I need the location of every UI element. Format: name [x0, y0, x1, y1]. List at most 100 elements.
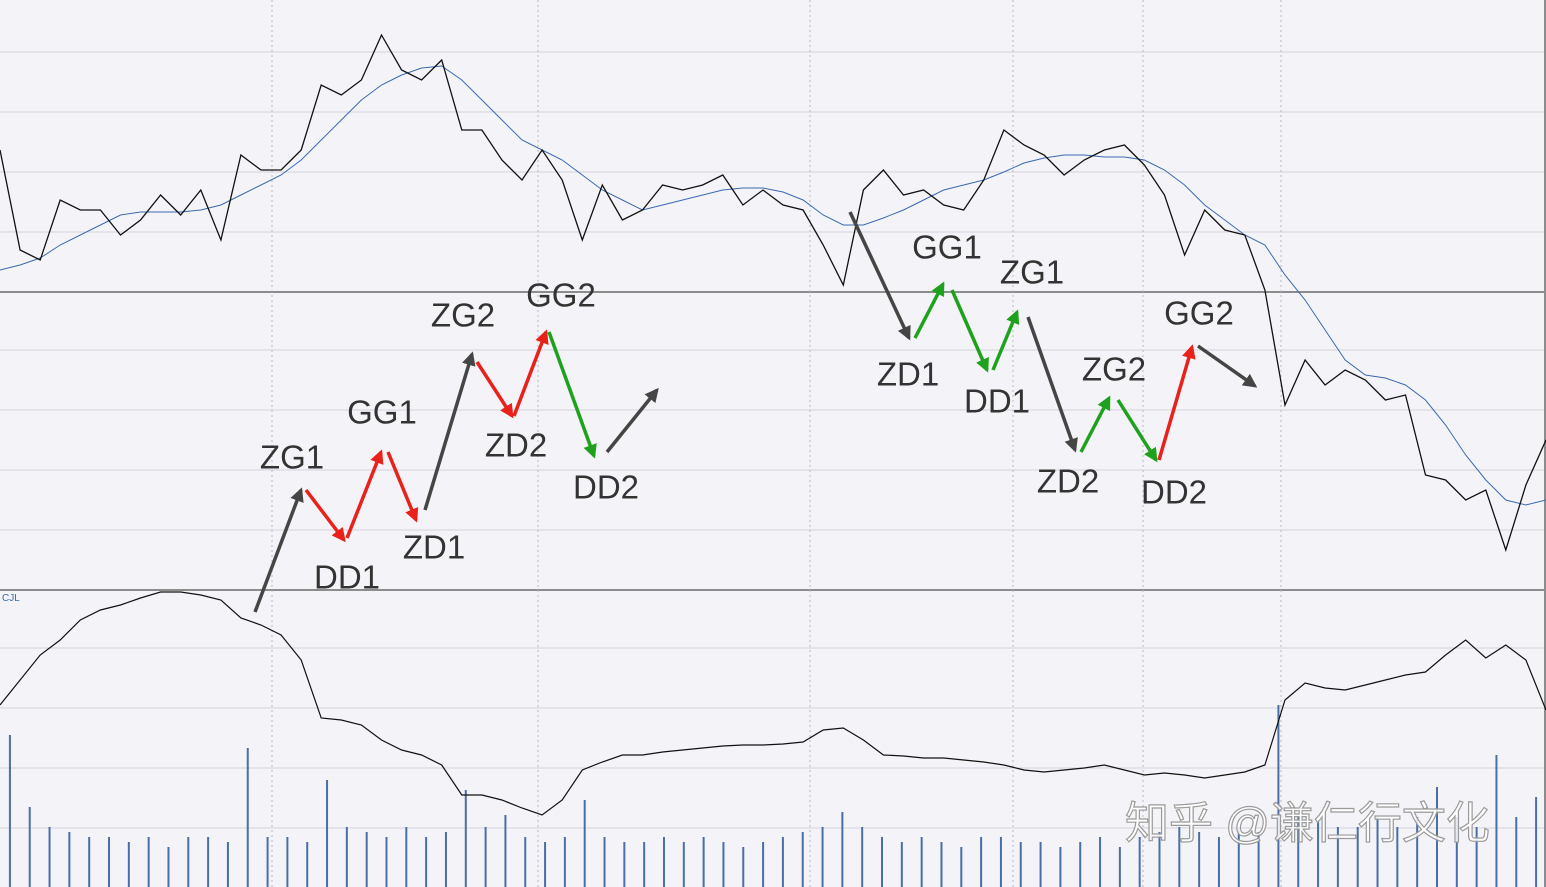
- volume-bar: [544, 842, 547, 887]
- wave-label: ZD2: [485, 427, 547, 464]
- wave-arrows: [253, 211, 1258, 613]
- volume-bar: [1535, 797, 1538, 887]
- volume-bar: [385, 837, 388, 887]
- volume-bar: [68, 832, 71, 887]
- plot-area: [0, 33, 1546, 887]
- volume-bar: [1118, 847, 1121, 887]
- volume-bar: [108, 837, 111, 887]
- volume-bar: [1217, 837, 1220, 887]
- volume-bar: [999, 837, 1002, 887]
- volume-bar: [1495, 755, 1498, 887]
- volume-bar: [662, 837, 665, 887]
- moving-average-line: [0, 65, 1546, 506]
- volume-bar: [48, 827, 51, 887]
- wave-label: ZD2: [1037, 463, 1099, 500]
- volume-bar: [504, 815, 507, 887]
- cjl-line: [0, 591, 1546, 816]
- volume-bar: [801, 832, 804, 887]
- wave-label: DD2: [573, 469, 639, 506]
- volume-bar: [1297, 817, 1300, 887]
- wave-label: GG1: [347, 394, 417, 431]
- volume-bar: [1158, 832, 1161, 887]
- wave-label: ZD1: [403, 529, 465, 566]
- volume-bar: [603, 837, 606, 887]
- volume-bar: [940, 842, 943, 887]
- volume-bar: [881, 837, 884, 887]
- volume-bar: [226, 842, 229, 887]
- volume-bar: [980, 837, 983, 887]
- volume-bar: [464, 790, 467, 887]
- volume-bar: [1059, 847, 1062, 887]
- volume-bar: [1019, 842, 1022, 887]
- volume-bar: [920, 837, 923, 887]
- wave-label: DD1: [314, 559, 380, 596]
- watermark: 知乎 @谦仁行文化: [1125, 799, 1490, 848]
- volume-bar: [28, 807, 31, 887]
- volume-bar: [1138, 837, 1141, 887]
- volume-bar: [147, 837, 150, 887]
- volume-bar: [722, 842, 725, 887]
- wave-label: DD1: [964, 383, 1030, 420]
- volume-bar: [583, 800, 586, 887]
- price-line: [0, 33, 1546, 553]
- volume-bar: [781, 837, 784, 887]
- volume-bar: [900, 842, 903, 887]
- wave-label: ZG2: [431, 297, 495, 334]
- volume-bar: [266, 837, 269, 887]
- volume-bar: [207, 837, 210, 887]
- volume-bar: [702, 837, 705, 887]
- wave-label: ZD1: [877, 356, 939, 393]
- volume-bar: [306, 842, 309, 887]
- volume-bar: [246, 748, 249, 887]
- volume-bar: [524, 837, 527, 887]
- volume-bar: [682, 842, 685, 887]
- volume-bar: [286, 837, 289, 887]
- volume-bar: [762, 842, 765, 887]
- volume-bar: [1356, 827, 1359, 887]
- volume-bar: [1396, 827, 1399, 887]
- volume-bar: [187, 837, 190, 887]
- volume-bar: [841, 812, 844, 887]
- volume-bar: [1515, 817, 1518, 887]
- volume-bar: [484, 827, 487, 887]
- volume-bar: [127, 842, 130, 887]
- volume-bar: [643, 842, 646, 887]
- volume-bar: [623, 842, 626, 887]
- volume-bar: [1178, 827, 1181, 887]
- wave-label: GG2: [1164, 295, 1234, 332]
- volume-bar: [1099, 837, 1102, 887]
- volume-bar: [861, 827, 864, 887]
- volume-bar: [742, 847, 745, 887]
- wave-label: DD2: [1141, 474, 1207, 511]
- wave-label: ZG1: [1000, 254, 1064, 291]
- volume-bar: [1435, 787, 1438, 887]
- volume-bar: [1079, 842, 1082, 887]
- wave-label: ZG1: [260, 439, 324, 476]
- volume-bar: [425, 837, 428, 887]
- volume-bar: [1376, 817, 1379, 887]
- volume-bar: [821, 827, 824, 887]
- volume-bar: [326, 780, 329, 887]
- volume-bar: [167, 847, 170, 887]
- volume-bar: [960, 847, 963, 887]
- volume-bar: [1039, 842, 1042, 887]
- wave-label: ZG2: [1082, 351, 1146, 388]
- volume-bar: [405, 827, 408, 887]
- volume-bar: [1237, 827, 1240, 887]
- volume-bar: [365, 832, 368, 887]
- wave-label: GG1: [912, 229, 982, 266]
- volume-bar: [1475, 827, 1478, 887]
- volume-bar: [1317, 822, 1320, 887]
- volume-bar: [1416, 817, 1419, 887]
- volume-bar: [444, 832, 447, 887]
- volume-bar: [1455, 817, 1458, 887]
- volume-bar: [8, 735, 11, 887]
- volume-bar: [1257, 832, 1260, 887]
- volume-bar: [88, 837, 91, 887]
- volume-bar: [345, 827, 348, 887]
- volume-bar: [1277, 705, 1280, 887]
- wave-label: GG2: [526, 277, 596, 314]
- wave-labels: ZG1 DD1 GG1 ZD1 ZG2 ZD2 GG2 DD2 ZD1 GG1 …: [260, 229, 1234, 596]
